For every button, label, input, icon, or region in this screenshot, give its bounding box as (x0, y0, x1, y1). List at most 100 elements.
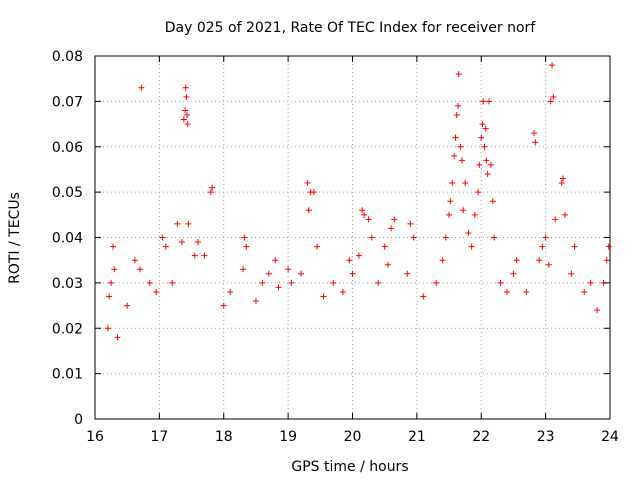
x-tick-label: 23 (537, 429, 555, 445)
data-point (146, 279, 153, 286)
data-point (484, 170, 491, 177)
data-point (375, 279, 382, 286)
data-point (510, 270, 517, 277)
data-point (114, 334, 121, 341)
data-point (446, 211, 453, 218)
data-point (339, 288, 346, 295)
data-point (361, 211, 368, 218)
data-point (460, 207, 467, 214)
data-point (433, 279, 440, 286)
data-point (272, 257, 279, 264)
data-point (453, 111, 460, 118)
data-point (384, 261, 391, 268)
data-point (439, 257, 446, 264)
data-point (483, 157, 490, 164)
x-tick-label: 22 (472, 429, 490, 445)
data-point (137, 266, 144, 273)
data-point (539, 243, 546, 250)
data-point (482, 125, 489, 132)
data-point (552, 216, 559, 223)
grid-lines (95, 56, 610, 419)
y-tick-label: 0 (74, 412, 83, 428)
data-point (558, 180, 565, 187)
data-point (220, 302, 227, 309)
data-point (568, 270, 575, 277)
data-point (183, 93, 190, 100)
data-point (497, 279, 504, 286)
data-point (209, 184, 216, 191)
data-point (153, 288, 160, 295)
data-point (603, 257, 610, 264)
data-point (457, 143, 464, 150)
x-tick-label: 16 (86, 429, 104, 445)
y-tick-label: 0.05 (52, 185, 83, 201)
data-point (451, 152, 458, 159)
data-point (487, 161, 494, 168)
data-point (476, 161, 483, 168)
x-tick-label: 20 (344, 429, 362, 445)
data-point (131, 257, 138, 264)
data-point (185, 220, 192, 227)
data-point (184, 111, 191, 118)
data-point (265, 270, 272, 277)
data-point (485, 98, 492, 105)
data-point (465, 229, 472, 236)
data-point (191, 252, 198, 259)
data-point (174, 220, 181, 227)
data-point (304, 180, 311, 187)
data-point (207, 189, 214, 196)
data-point (388, 225, 395, 232)
data-point (504, 288, 510, 295)
data-point (162, 243, 169, 250)
data-point (531, 130, 538, 137)
y-tick-label: 0.06 (52, 140, 83, 156)
chart-title: Day 025 of 2021, Rate Of TEC Index for r… (165, 20, 537, 36)
data-point (462, 180, 469, 187)
x-tick-label: 19 (279, 429, 297, 445)
data-point (442, 234, 449, 241)
data-point (305, 207, 312, 214)
data-point (180, 116, 187, 123)
data-point (455, 102, 462, 109)
data-point (560, 175, 567, 182)
data-point (605, 243, 612, 250)
data-point (420, 293, 427, 300)
data-point (330, 279, 337, 286)
data-point (104, 325, 111, 332)
data-point (178, 239, 185, 246)
data-point (475, 189, 482, 196)
data-point (106, 293, 113, 300)
data-point (471, 211, 478, 218)
data-point (550, 93, 557, 100)
x-tick-label: 21 (408, 429, 426, 445)
data-point (449, 180, 456, 187)
data-point (587, 279, 594, 286)
data-point (159, 234, 166, 241)
data-point (532, 139, 539, 146)
data-point (275, 284, 282, 291)
data-point (410, 234, 417, 241)
data-point (111, 266, 118, 273)
data-point (381, 243, 388, 250)
data-points (104, 62, 612, 341)
data-point (285, 266, 292, 273)
y-tick-label: 0.01 (52, 367, 83, 383)
y-tick-label: 0.08 (52, 49, 83, 65)
y-tick-label: 0.07 (52, 94, 83, 110)
data-point (346, 257, 353, 264)
data-point (124, 302, 131, 309)
data-point (391, 216, 398, 223)
data-point (227, 288, 234, 295)
data-point (523, 288, 530, 295)
data-point (184, 121, 191, 128)
y-tick-label: 0.02 (52, 321, 83, 337)
data-point (480, 98, 487, 105)
data-point (349, 270, 356, 277)
data-point (201, 252, 208, 259)
data-point (455, 71, 462, 78)
data-point (182, 107, 189, 114)
data-point (320, 293, 327, 300)
y-axis-label: ROTI / TECUs (7, 192, 23, 284)
data-point (195, 239, 201, 246)
